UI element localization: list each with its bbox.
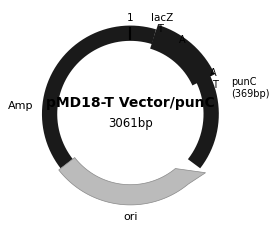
Text: Amp: Amp	[8, 101, 34, 111]
Text: T: T	[212, 80, 218, 90]
Text: A: A	[210, 68, 216, 77]
Text: punC
(369bp): punC (369bp)	[231, 77, 270, 98]
Text: lacZ: lacZ	[151, 13, 173, 23]
Polygon shape	[59, 158, 206, 205]
Text: A: A	[179, 35, 186, 44]
Text: T: T	[157, 24, 162, 34]
Text: ori: ori	[123, 211, 138, 221]
Text: 3061bp: 3061bp	[108, 117, 153, 130]
Text: 1: 1	[127, 13, 134, 23]
Text: pMD18-T Vector/punC: pMD18-T Vector/punC	[46, 95, 215, 109]
